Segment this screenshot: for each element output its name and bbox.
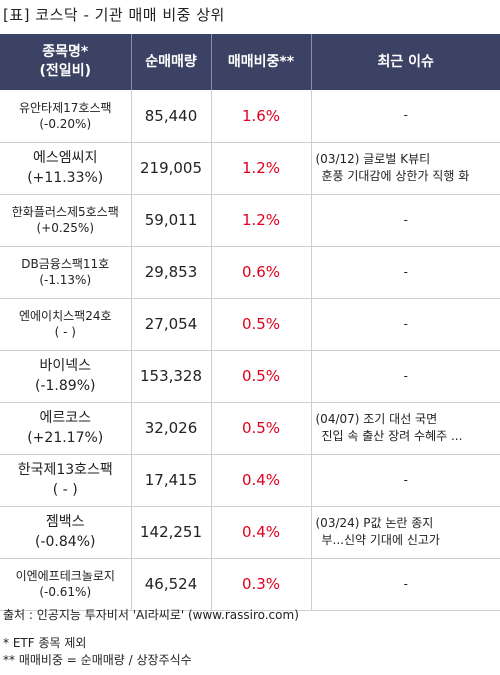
net-volume: 29,853 bbox=[131, 246, 212, 299]
recent-issue: - bbox=[311, 90, 500, 143]
trade-ratio: 1.2% bbox=[211, 142, 312, 195]
header-volume: 순매매량 bbox=[131, 34, 212, 90]
issue-line2: 훈풍 기대감에 상한가 직행 화 bbox=[321, 169, 470, 183]
stock-name-cell: 유안타제17호스팩 (-0.20%) bbox=[0, 90, 132, 143]
stock-change: (-0.61%) bbox=[39, 585, 92, 599]
table-row: 바이넥스 (-1.89%) 153,328 0.5% - bbox=[0, 350, 500, 403]
stock-change: (-0.84%) bbox=[35, 534, 96, 550]
trade-ratio: 0.3% bbox=[211, 558, 312, 611]
issue-line1: - bbox=[403, 108, 408, 123]
net-volume: 153,328 bbox=[131, 350, 212, 403]
stock-name: DB금융스팩11호 bbox=[21, 257, 110, 271]
stock-name-cell: 한국제13호스팩 ( - ) bbox=[0, 454, 132, 507]
ranking-table: 종목명* (전일비) 순매매량 매매비중** 최근 이슈 유안타제17호스팩 (-… bbox=[0, 34, 500, 611]
stock-name-cell: 에르코스 (+21.17%) bbox=[0, 402, 132, 455]
issue-line1: - bbox=[403, 472, 408, 487]
stock-name-cell: 한화플러스제5호스팩 (+0.25%) bbox=[0, 194, 132, 247]
recent-issue: - bbox=[311, 298, 500, 351]
issue-line1: (03/24) P값 논란 종지 bbox=[315, 516, 434, 530]
table-row: 유안타제17호스팩 (-0.20%) 85,440 1.6% - bbox=[0, 90, 500, 143]
table-row: 엔에이치스팩24호 ( - ) 27,054 0.5% - bbox=[0, 298, 500, 351]
issue-line1: - bbox=[403, 264, 408, 279]
stock-change: (-1.13%) bbox=[39, 273, 92, 287]
recent-issue: - bbox=[311, 194, 500, 247]
stock-name-cell: 엔에이치스팩24호 ( - ) bbox=[0, 298, 132, 351]
stock-change: ( - ) bbox=[52, 482, 78, 498]
stock-name: 에르코스 bbox=[39, 410, 92, 426]
stock-change: (-0.20%) bbox=[39, 116, 92, 131]
trade-ratio: 0.6% bbox=[211, 246, 312, 299]
source-note: 출처 : 인공지능 투자비서 'AI라씨로' (www.rassiro.com) bbox=[3, 608, 299, 622]
stock-change: (+21.17%) bbox=[27, 430, 104, 446]
net-volume: 27,054 bbox=[131, 298, 212, 351]
stock-name: 엔에이치스팩24호 bbox=[18, 309, 112, 323]
issue-line1: - bbox=[403, 368, 408, 383]
stock-name: 한화플러스제5호스팩 bbox=[11, 205, 119, 219]
stock-name-cell: 젬백스 (-0.84%) bbox=[0, 506, 132, 559]
recent-issue: - bbox=[311, 454, 500, 507]
header-issue: 최근 이슈 bbox=[311, 34, 500, 90]
table-row: DB금융스팩11호 (-1.13%) 29,853 0.6% - bbox=[0, 246, 500, 299]
stock-name-cell: 에스엠씨지 (+11.33%) bbox=[0, 142, 132, 195]
issue-line1: (03/12) 글로벌 K뷰티 bbox=[315, 152, 431, 166]
recent-issue: - bbox=[311, 246, 500, 299]
issue-line1: - bbox=[403, 316, 408, 331]
table-row: 에스엠씨지 (+11.33%) 219,005 1.2% (03/12) 글로벌 K뷰티… bbox=[0, 142, 500, 195]
stock-name-cell: DB금융스팩11호 (-1.13%) bbox=[0, 246, 132, 299]
trade-ratio: 0.4% bbox=[211, 506, 312, 559]
net-volume: 85,440 bbox=[131, 90, 212, 143]
stock-name: 유안타제17호스팩 bbox=[18, 100, 112, 115]
header-ratio: 매매비중** bbox=[211, 34, 312, 90]
footnote-etf: * ETF 종목 제외 bbox=[3, 636, 87, 650]
recent-issue: - bbox=[311, 558, 500, 611]
trade-ratio: 1.2% bbox=[211, 194, 312, 247]
issue-line1: - bbox=[403, 212, 408, 227]
table-header-row: 종목명* (전일비) 순매매량 매매비중** 최근 이슈 bbox=[0, 34, 500, 90]
net-volume: 219,005 bbox=[131, 142, 212, 195]
issue-line2: 진입 속 출산 장려 수혜주 ... bbox=[321, 429, 463, 443]
header-name-line1: 종목명* bbox=[42, 44, 89, 60]
page-title: [표] 코스닥 - 기관 매매 비중 상위 bbox=[3, 6, 225, 24]
stock-change: (+11.33%) bbox=[27, 170, 104, 186]
header-name: 종목명* (전일비) bbox=[0, 34, 132, 90]
stock-name: 이엔에프테크놀로지 bbox=[15, 569, 115, 583]
stock-name-cell: 바이넥스 (-1.89%) bbox=[0, 350, 132, 403]
net-volume: 142,251 bbox=[131, 506, 212, 559]
stock-change: (-1.89%) bbox=[35, 378, 96, 394]
footnote-ratio: ** 매매비중 = 순매매량 / 상장주식수 bbox=[3, 653, 192, 667]
issue-line1: (04/07) 조기 대선 국면 bbox=[315, 412, 438, 426]
stock-name-cell: 이엔에프테크놀로지 (-0.61%) bbox=[0, 558, 132, 611]
stock-change: ( - ) bbox=[54, 325, 76, 339]
stock-change: (+0.25%) bbox=[36, 221, 95, 235]
recent-issue: - bbox=[311, 350, 500, 403]
trade-ratio: 0.5% bbox=[211, 402, 312, 455]
table-row: 한국제13호스팩 ( - ) 17,415 0.4% - bbox=[0, 454, 500, 507]
issue-line1: - bbox=[403, 576, 408, 591]
net-volume: 32,026 bbox=[131, 402, 212, 455]
table-body: 유안타제17호스팩 (-0.20%) 85,440 1.6% - 에스엠씨지 (+11.33… bbox=[0, 90, 500, 611]
net-volume: 46,524 bbox=[131, 558, 212, 611]
trade-ratio: 0.5% bbox=[211, 298, 312, 351]
trade-ratio: 0.5% bbox=[211, 350, 312, 403]
table-row: 한화플러스제5호스팩 (+0.25%) 59,011 1.2% - bbox=[0, 194, 500, 247]
net-volume: 17,415 bbox=[131, 454, 212, 507]
header-name-line2: (전일비) bbox=[39, 63, 91, 79]
trade-ratio: 1.6% bbox=[211, 90, 312, 143]
table-row: 이엔에프테크놀로지 (-0.61%) 46,524 0.3% - bbox=[0, 558, 500, 611]
stock-name: 에스엠씨지 bbox=[33, 150, 98, 166]
stock-name: 한국제13호스팩 bbox=[17, 462, 113, 478]
stock-name: 젬백스 bbox=[45, 514, 85, 530]
trade-ratio: 0.4% bbox=[211, 454, 312, 507]
issue-line2: 부...신약 기대에 신고가 bbox=[321, 533, 440, 547]
stock-name: 바이넥스 bbox=[39, 358, 92, 374]
net-volume: 59,011 bbox=[131, 194, 212, 247]
